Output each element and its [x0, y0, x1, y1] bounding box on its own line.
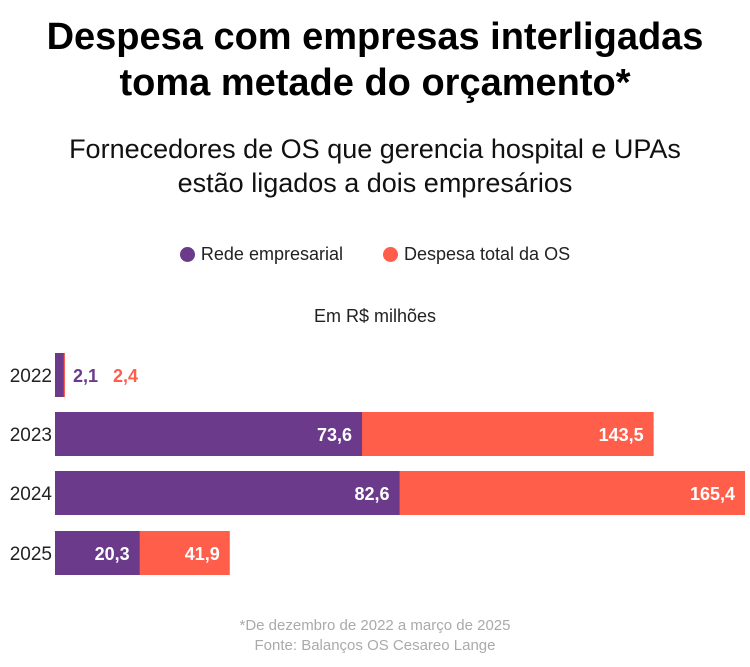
category-label-2022: 2022 [10, 366, 52, 387]
category-label-2023: 2023 [10, 425, 52, 446]
chart-subtitle: Fornecedores de OS que gerencia hospital… [0, 132, 750, 200]
bar-rede-2022 [55, 353, 64, 397]
bar-rede-2025 [55, 531, 140, 575]
bar-rede-2024 [55, 471, 400, 515]
value-label-rede-2024: 82,6 [355, 484, 390, 504]
value-label-rede-2023: 73,6 [317, 425, 352, 445]
category-label-2024: 2024 [10, 484, 53, 505]
footnote: *De dezembro de 2022 a março de 2025 [239, 617, 511, 634]
value-label-total-2024: 165,4 [690, 484, 735, 504]
subtitle-line-1: Fornecedores de OS que gerencia hospital… [69, 134, 681, 164]
legend-label-rede: Rede empresarial [200, 244, 343, 264]
source: Fonte: Balanços OS Cesareo Lange [254, 637, 496, 654]
value-label-total-2023: 143,5 [599, 425, 644, 445]
bar-rede-2023 [55, 412, 363, 456]
title-line-2: toma metade do orçamento* [119, 62, 631, 104]
value-label-total-2025: 41,9 [185, 544, 220, 564]
title-line-1: Despesa com empresas interligadas [46, 16, 704, 58]
footer: *De dezembro de 2022 a março de 2025 Fon… [0, 616, 750, 656]
legend-item-rede: Rede empresarial [179, 244, 343, 265]
value-label-rede-2022: 2,1 [73, 366, 98, 386]
legend-item-total: Despesa total da OS [382, 244, 571, 265]
chart-title: Despesa com empresas interligadas toma m… [0, 14, 750, 106]
unit-label: Em R$ milhões [313, 306, 437, 326]
legend: Rede empresarial Despesa total da OS [0, 244, 750, 265]
value-label-total-2022: 2,4 [113, 366, 138, 386]
value-label-rede-2025: 20,3 [95, 544, 130, 564]
category-label-2025: 2025 [10, 544, 52, 565]
legend-label-total: Despesa total da OS [403, 244, 571, 264]
legend-swatch-total [382, 247, 398, 262]
legend-swatch-rede [179, 247, 195, 262]
subtitle-line-2: estão ligados a dois empresários [177, 168, 573, 198]
